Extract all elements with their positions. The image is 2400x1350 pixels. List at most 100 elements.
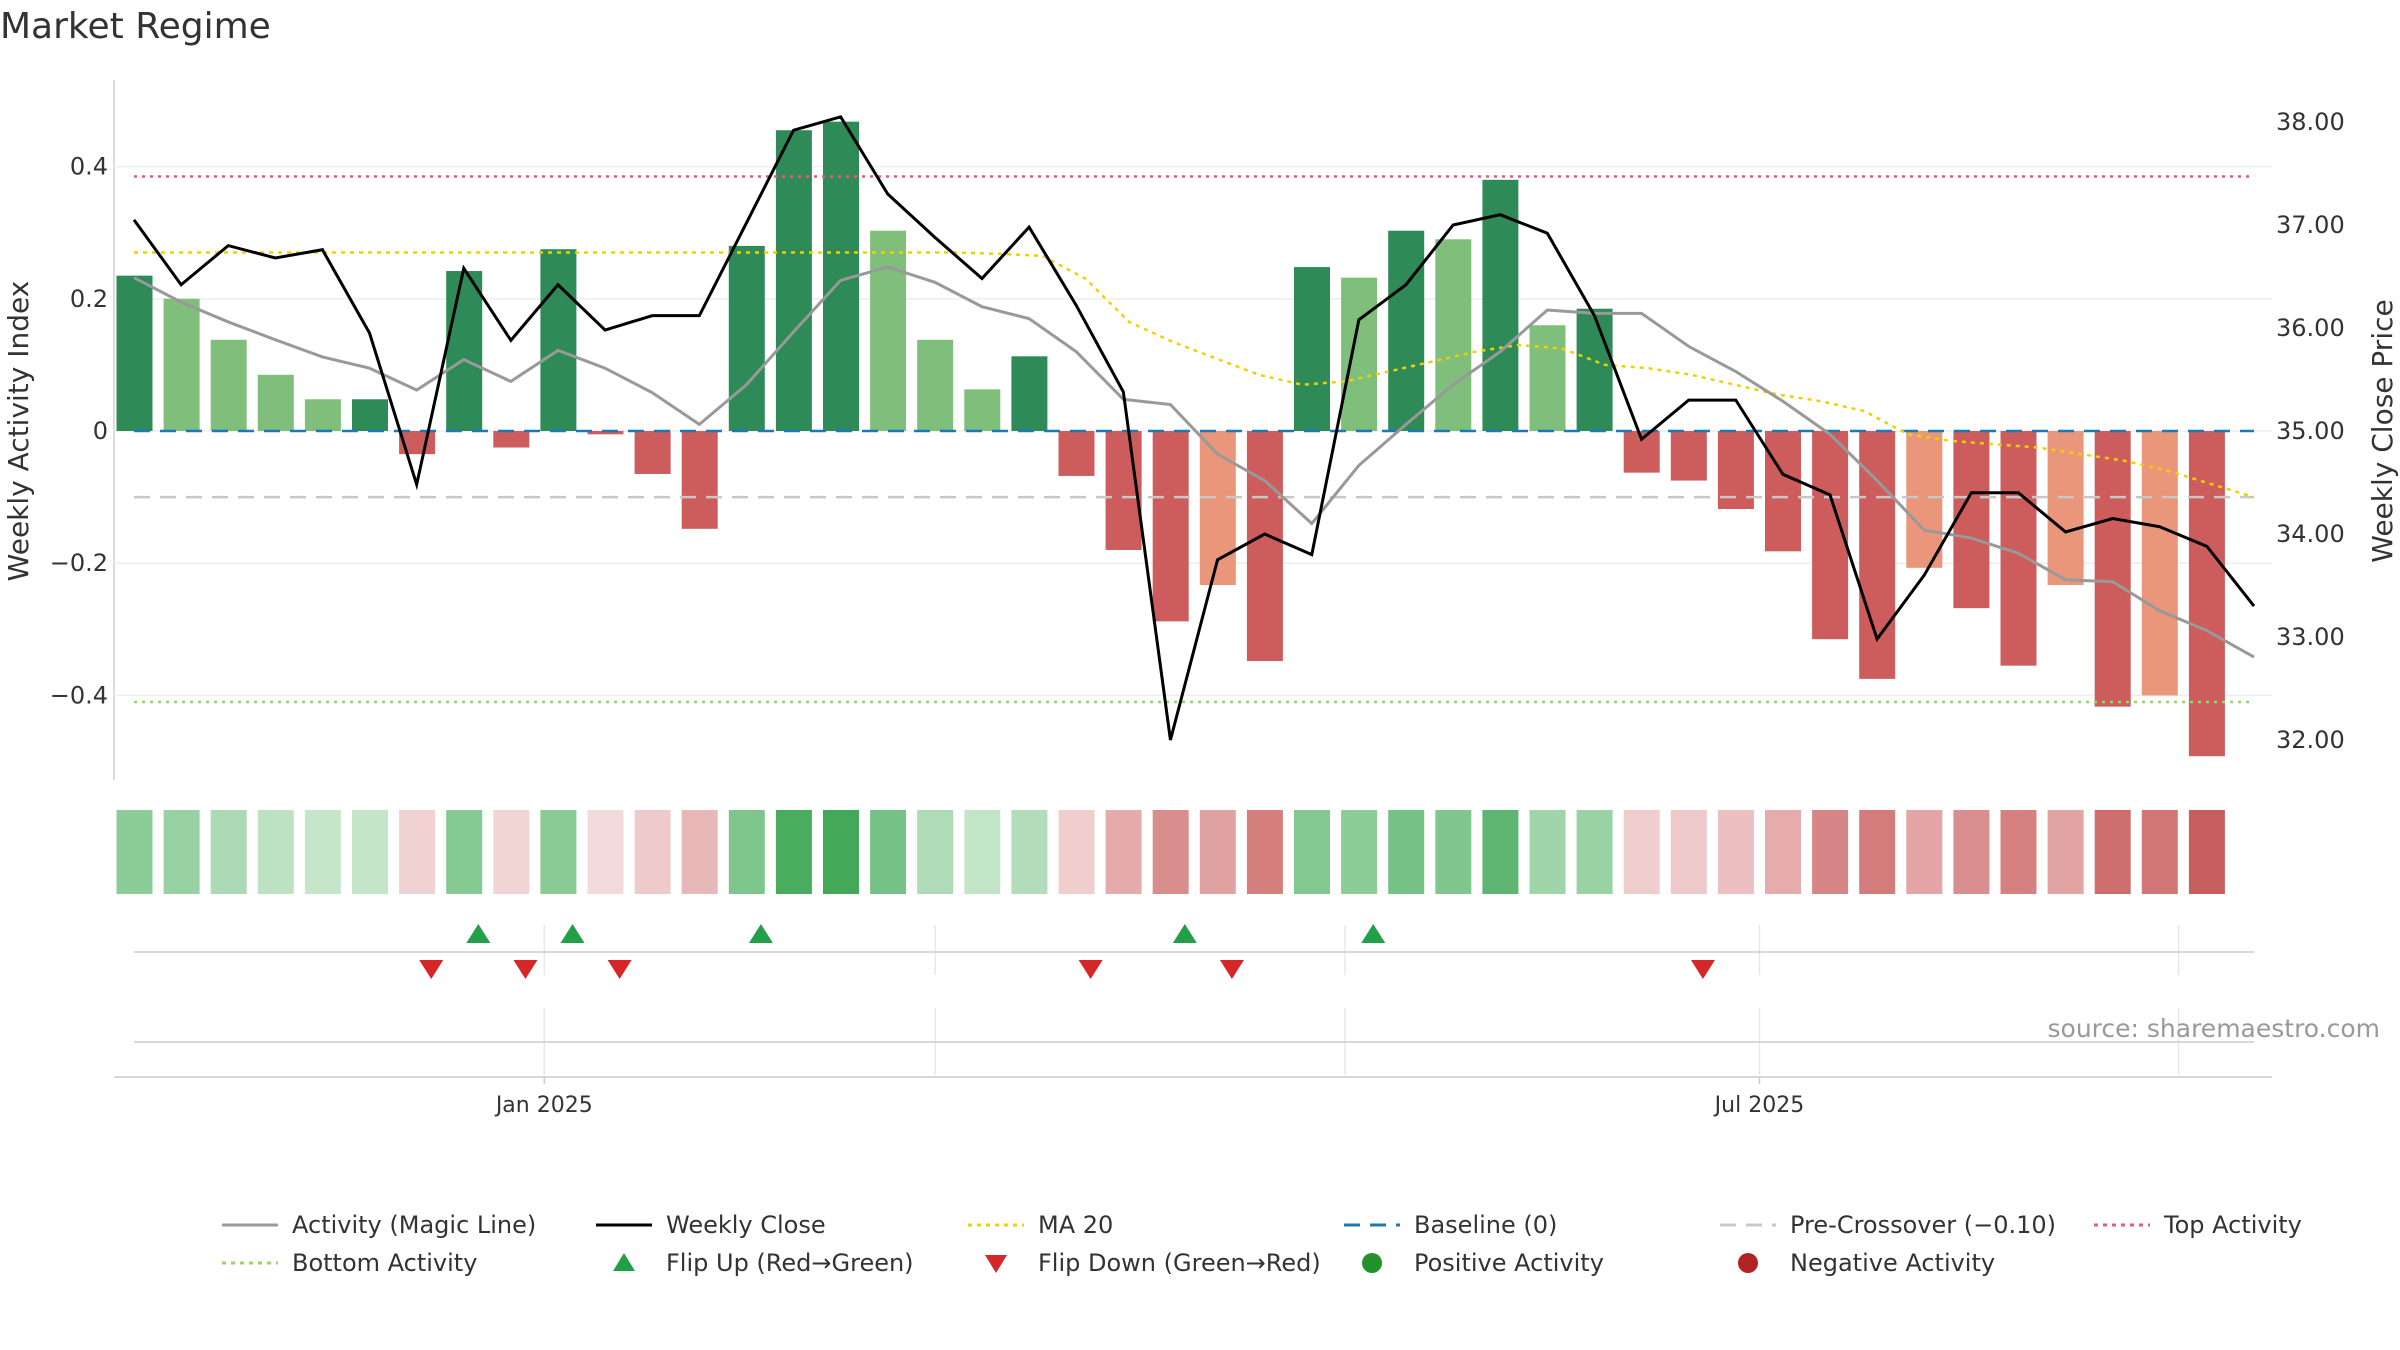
activity-bar <box>1011 356 1048 431</box>
strength-cell <box>304 810 341 894</box>
strength-cell <box>2047 810 2084 894</box>
y2-tick-label: 35.00 <box>2276 417 2345 445</box>
strength-cell <box>775 810 812 894</box>
strength-cell <box>1105 810 1142 894</box>
strength-cell <box>1341 810 1378 894</box>
activity-bar <box>2094 431 2131 707</box>
activity-bar <box>728 245 765 431</box>
activity-bar <box>1294 267 1330 431</box>
strength-cell <box>1388 810 1425 894</box>
y-tick-label: −0.4 <box>50 681 108 709</box>
legend-label: Flip Up (Red→Green) <box>666 1249 914 1277</box>
legend-label: Baseline (0) <box>1414 1211 1557 1239</box>
activity-bar <box>1906 431 1943 568</box>
activity-bar <box>304 399 341 431</box>
activity-bar <box>634 431 671 474</box>
legend-label: Pre-Crossover (−0.10) <box>1790 1211 2056 1239</box>
strength-cell <box>493 810 530 894</box>
y2-tick-label: 34.00 <box>2276 520 2345 548</box>
strength-cell <box>1953 810 1990 894</box>
activity-bar <box>775 130 812 431</box>
strength-cell <box>1623 810 1660 894</box>
y-tick-label: −0.2 <box>50 549 108 577</box>
activity-bar <box>917 339 954 431</box>
ma20-line <box>134 251 2255 499</box>
weekly-close-line <box>132 115 2256 741</box>
activity-bar <box>587 431 624 435</box>
legend-label: Negative Activity <box>1790 1249 1995 1277</box>
y2-tick-label: 33.00 <box>2276 623 2345 651</box>
legend-swatch-dot <box>1738 1253 1758 1273</box>
strength-cell <box>2188 810 2225 894</box>
legend-swatch-tri-down <box>985 1255 1007 1273</box>
y-tick-label: 0 <box>93 417 108 445</box>
x-tick-label: Jan 2025 <box>494 1093 593 1118</box>
activity-bar <box>116 275 153 431</box>
strength-cell <box>2141 810 2178 894</box>
strength-cell <box>2000 810 2037 894</box>
strength-cell <box>210 810 247 894</box>
strength-cell <box>587 810 624 894</box>
strength-cell <box>1011 810 1048 894</box>
activity-bar <box>493 431 530 448</box>
activity-bar <box>1953 431 1990 609</box>
flip-down-marker <box>513 960 538 979</box>
y-axis-label: Weekly Activity Index <box>2 281 35 582</box>
chart-title: Market Regime <box>0 6 271 47</box>
legend-label: MA 20 <box>1038 1211 1113 1239</box>
legend-label: Bottom Activity <box>292 1249 477 1277</box>
strength-cell <box>1246 810 1283 894</box>
strength-cell <box>257 810 294 894</box>
legend-label: Positive Activity <box>1414 1249 1604 1277</box>
legend-swatch-dot <box>1362 1253 1382 1273</box>
activity-bar <box>210 339 247 431</box>
flip-up-marker <box>560 924 585 943</box>
flip-up-marker <box>466 924 491 943</box>
activity-bar <box>257 374 294 431</box>
legend-label: Top Activity <box>2163 1211 2302 1239</box>
strength-cell <box>823 810 859 894</box>
activity-bar <box>540 249 577 431</box>
strength-cell <box>1482 810 1519 894</box>
activity-bar <box>163 298 200 431</box>
flip-down-marker <box>1078 960 1103 979</box>
y-tick-label: 0.2 <box>70 285 108 313</box>
activity-bar <box>1058 431 1095 476</box>
strength-cell <box>1859 810 1896 894</box>
legend-label: Activity (Magic Line) <box>292 1211 536 1239</box>
y2-tick-label: 32.00 <box>2276 726 2345 754</box>
strength-cell <box>352 810 388 894</box>
strength-cell <box>1152 810 1189 894</box>
strength-cell <box>1058 810 1095 894</box>
flip-up-marker <box>1361 924 1386 943</box>
activity-bar <box>870 230 907 431</box>
strength-cell <box>1529 810 1566 894</box>
activity-bar <box>446 271 483 431</box>
legend-label: Weekly Close <box>666 1211 826 1239</box>
strength-cell <box>917 810 954 894</box>
strength-cell <box>1435 810 1472 894</box>
strength-cell <box>1670 810 1707 894</box>
activity-bar <box>1341 277 1378 431</box>
flip-down-marker <box>1219 960 1244 979</box>
strength-cell <box>964 810 1001 894</box>
activity-bar <box>1388 230 1425 431</box>
activity-bar <box>2141 431 2178 696</box>
y-tick-label: 0.4 <box>70 153 108 181</box>
activity-bar <box>1670 431 1707 481</box>
flip-down-marker <box>1690 960 1715 979</box>
activity-bar <box>964 389 1001 431</box>
activity-bar <box>352 399 388 431</box>
flip-down-marker <box>419 960 444 979</box>
activity-bar <box>1576 308 1613 431</box>
strength-cell <box>446 810 483 894</box>
activity-bar <box>1529 325 1566 431</box>
flip-up-marker <box>748 924 773 943</box>
x-tick-label: Jul 2025 <box>1713 1093 1805 1118</box>
strength-cell <box>1812 810 1849 894</box>
activity-bar <box>1765 431 1801 552</box>
activity-bar <box>1435 239 1472 431</box>
y2-tick-label: 36.00 <box>2276 314 2345 342</box>
strength-cell <box>1906 810 1943 894</box>
activity-bar <box>1246 431 1283 662</box>
